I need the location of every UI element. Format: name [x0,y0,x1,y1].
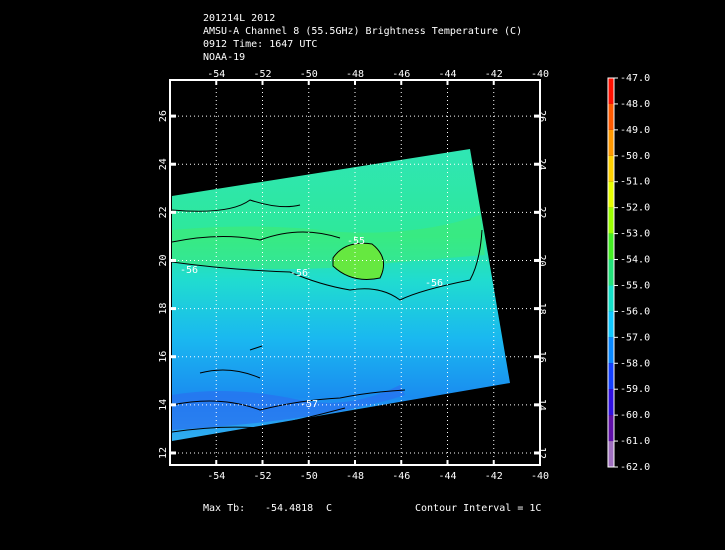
x-tick-label: -40 [531,471,549,482]
y-tick-label: 14 [158,399,169,411]
colorbar-segment [608,103,614,130]
plot: -55 -56 -56 -56 -57 [169,79,541,466]
colorbar-segment [608,441,614,467]
colorbar-segment [608,155,614,182]
contour-label: -56 [425,278,443,289]
y-tick-label: 24 [536,158,547,170]
max-unit: C [326,503,332,514]
y-tick-label: 18 [536,303,547,315]
contours [171,199,483,433]
contour-label: -56 [290,268,308,279]
warm-band [172,215,485,270]
header: 201214L 2012 AMSU-A Channel 8 (55.5GHz) … [203,13,522,63]
colorbar-frame [607,77,615,468]
colorbar-label: -60.0 [620,410,650,421]
header-line: 0912 Time: 1647 UTC [203,39,317,50]
x-tick-label: -44 [438,69,456,80]
x-tick-label: -44 [438,471,456,482]
y-tick-label: 26 [158,110,169,122]
x-tick-label: -50 [300,69,318,80]
colorbar-segment [608,311,614,338]
y-tick-label: 18 [158,303,169,315]
header-line: AMSU-A Channel 8 (55.5GHz) Brightness Te… [203,26,522,37]
colorbar-segment [608,415,614,442]
x-tick-label: -42 [485,69,503,80]
y-tick-label: 22 [536,206,547,218]
colorbar-segment [608,207,614,234]
colorbar-label: -56.0 [620,306,650,317]
colorbar-label: -61.0 [620,436,650,447]
contour-interval: Contour Interval = 1C [415,503,541,514]
colorbar-segment [608,337,614,364]
colorbar-segment [608,181,614,208]
colorbar-segment [608,363,614,390]
y-tick-label: 20 [158,254,169,266]
colorbar-label: -50.0 [620,151,650,162]
contour-label: -55 [347,236,365,247]
x-tick-label: -42 [485,471,503,482]
y-tick-label: 20 [536,254,547,266]
x-tick-label: -50 [300,471,318,482]
warm-core [333,243,384,280]
y-tick-label: 16 [536,351,547,363]
colorbar-label: -54.0 [620,255,650,266]
header-line: NOAA-19 [203,52,245,63]
colorbar-segment [608,285,614,312]
colorbar-segment [608,389,614,416]
x-tick-label: -52 [253,471,271,482]
colorbar-label: -52.0 [620,203,650,214]
x-tick-label: -46 [392,471,410,482]
colorbar-label: -49.0 [620,125,650,136]
y-tick-label: 14 [536,399,547,411]
colorbar-label: -47.0 [620,73,650,84]
colorbar-segment [608,233,614,260]
colorbar-segment [608,259,614,286]
x-tick-label: -54 [207,69,225,80]
x-tick-label: -46 [392,69,410,80]
colorbar-label: -48.0 [620,99,650,110]
x-tick-label: -54 [207,471,225,482]
header-line: 201214L 2012 [203,13,275,24]
y-tick-label: 22 [158,206,169,218]
colorbar-label: -58.0 [620,358,650,369]
max-label: Max Tb: [203,503,245,514]
x-tick-label: -40 [531,69,549,80]
x-tick-label: -48 [346,69,364,80]
colorbar-label: -51.0 [620,177,650,188]
colorbar-segment [608,78,614,104]
y-tick-label: 24 [158,158,169,170]
colorbar-label: -55.0 [620,280,650,291]
max-value: -54.4818 [265,503,313,514]
swath [172,149,510,441]
y-tick-label: 16 [158,351,169,363]
y-tick-label: 12 [536,447,547,459]
colorbar-label: -53.0 [620,229,650,240]
colorbar-segment [608,129,614,156]
colorbar-label: -59.0 [620,384,650,395]
contour-label: -56 [180,265,198,276]
footer: Max Tb: -54.4818 C Contour Interval = 1C [203,503,541,514]
cold-band [172,385,405,430]
x-tick-label: -52 [253,69,271,80]
x-tick-label: -48 [346,471,364,482]
y-tick-label: 26 [536,110,547,122]
colorbar-label: -62.0 [620,462,650,473]
y-tick-label: 12 [158,447,169,459]
colorbar-label: -57.0 [620,332,650,343]
